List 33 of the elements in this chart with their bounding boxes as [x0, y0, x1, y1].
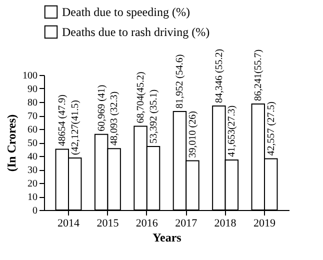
- annotation: 42,557 (27.5): [266, 102, 277, 156]
- annotation: 68,704(45.2): [136, 72, 147, 124]
- x-tick-label: 2016: [136, 218, 158, 230]
- annotation: 48,093 (32.3): [109, 91, 120, 146]
- legend-label: Deaths due to rash driving (%): [62, 25, 210, 39]
- y-tick-label: 80: [28, 98, 38, 108]
- annotation: 53,392 (35.1): [148, 89, 160, 144]
- annotation: 48654 (47.9): [57, 94, 68, 146]
- y-tick-label: 40: [28, 152, 38, 162]
- y-tick-label: 0: [32, 206, 38, 216]
- x-tick-label: 2017: [175, 218, 198, 230]
- x-tick-label: 2019: [254, 218, 276, 230]
- annotation: 41,653(27.3): [226, 105, 238, 158]
- annotation: 60,969 (41): [96, 84, 108, 132]
- x-tick-label: 2018: [214, 218, 237, 230]
- y-axis-title: (In Crores): [4, 114, 18, 172]
- annotation: 39,010 (26): [187, 111, 198, 158]
- y-tick-label: 70: [28, 111, 38, 122]
- legend-label: Death due to speeding (%): [62, 5, 190, 19]
- x-axis-title: Years: [152, 230, 182, 244]
- y-tick-label: 100: [22, 70, 38, 82]
- annotation: (42,127(41.5): [70, 100, 81, 156]
- y-tick-label: 60: [28, 124, 38, 136]
- annotation: 81,952 (54.6): [174, 54, 186, 108]
- y-tick-label: 90: [28, 84, 38, 95]
- y-tick-label: 50: [28, 138, 38, 149]
- x-tick-label: 2014: [58, 218, 80, 230]
- y-tick-label: 30: [28, 165, 38, 176]
- annotation: 84,346 (55.2): [214, 48, 225, 104]
- x-tick-label: 2015: [96, 218, 120, 230]
- y-tick-label: 10: [28, 192, 38, 203]
- annotation: 86,241(55.7): [253, 49, 264, 102]
- y-tick-label: 20: [28, 178, 38, 190]
